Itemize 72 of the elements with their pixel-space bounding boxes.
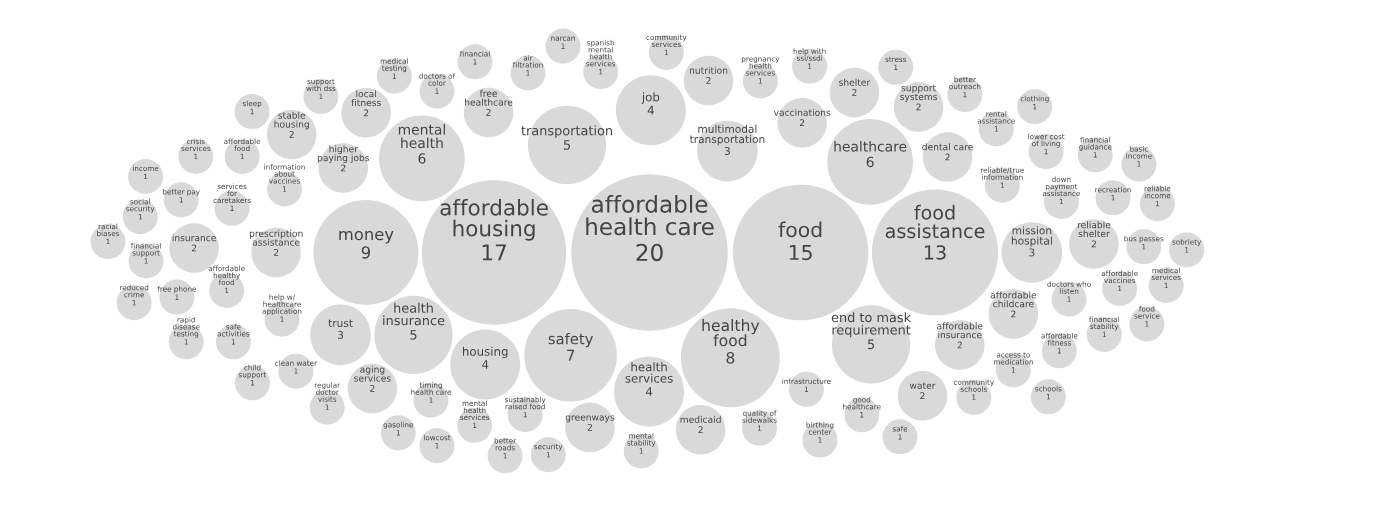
data-label: 2 xyxy=(273,249,279,256)
category-label: transportation xyxy=(521,125,612,138)
category-label: shelter xyxy=(839,78,871,86)
category-label: money xyxy=(339,230,394,244)
data-label: 20 xyxy=(636,243,663,262)
data-label: 9 xyxy=(361,246,370,259)
data-label: 8 xyxy=(726,351,735,364)
category-label: job xyxy=(641,92,660,104)
data-label: 15 xyxy=(789,244,812,261)
data-label: 2 xyxy=(957,341,962,349)
category-label: water xyxy=(909,382,936,389)
category-label: safety xyxy=(548,332,593,348)
data-label: 7 xyxy=(567,349,575,361)
data-label: 4 xyxy=(482,360,489,369)
data-label: 2 xyxy=(920,392,925,399)
data-label: 2 xyxy=(486,108,491,116)
category-label: higher paying jobs xyxy=(317,145,370,164)
data-label: 2 xyxy=(706,77,711,84)
category-label: healthy food xyxy=(702,319,760,347)
data-label: 2 xyxy=(945,153,950,161)
data-label: 2 xyxy=(698,426,703,433)
category-label: greenways xyxy=(565,415,615,423)
category-label: mental health xyxy=(398,124,445,149)
data-label: 5 xyxy=(867,339,875,350)
data-label: 6 xyxy=(866,156,874,168)
data-label: 2 xyxy=(587,423,592,431)
category-label: nutrition xyxy=(689,66,728,74)
data-label: 2 xyxy=(1091,240,1096,248)
category-label: affordable insurance xyxy=(937,322,983,339)
data-label: 3 xyxy=(724,146,730,155)
data-label: 2 xyxy=(916,103,921,111)
category-label: vaccinations xyxy=(773,108,831,116)
data-label: 2 xyxy=(852,89,857,96)
data-label: 2 xyxy=(191,244,197,252)
data-label: 2 xyxy=(799,119,805,127)
category-label: mission hospital xyxy=(1011,226,1052,247)
category-label: prescription assistance xyxy=(249,229,303,246)
data-label: 2 xyxy=(341,164,346,172)
category-label: trust xyxy=(328,319,353,328)
category-label: health insurance xyxy=(383,302,445,326)
category-label: affordable health care xyxy=(586,194,714,236)
category-label: support systems xyxy=(900,84,938,102)
data-label: 3 xyxy=(1029,248,1035,257)
category-label: medicaid xyxy=(680,415,721,423)
data-label: 2 xyxy=(1011,310,1016,318)
category-label: food assistance xyxy=(885,204,985,239)
data-label: 4 xyxy=(645,387,653,396)
category-label: housing xyxy=(462,346,508,359)
category-label: multimodal transportation xyxy=(689,124,765,146)
data-label: 2 xyxy=(289,130,294,138)
category-label: affordable housing xyxy=(440,198,548,241)
category-label: insurance xyxy=(172,234,216,242)
category-label: reliable shelter xyxy=(1077,221,1111,238)
category-label: food xyxy=(778,221,822,238)
data-label: 6 xyxy=(418,153,426,164)
category-label: free healthcare xyxy=(465,89,513,106)
category-label: local fitness xyxy=(351,90,381,107)
category-label: healthcare xyxy=(834,140,907,152)
data-label: 13 xyxy=(924,245,946,260)
category-label: end to mask requirement xyxy=(831,312,912,338)
category-label: dental care xyxy=(922,143,973,151)
category-label: stable housing xyxy=(274,111,309,130)
category-label: affordable childcare xyxy=(990,291,1037,308)
data-label: 5 xyxy=(410,330,417,340)
data-label: 5 xyxy=(563,140,570,150)
data-label: 4 xyxy=(647,105,654,115)
category-label: health services xyxy=(625,362,673,383)
category-label: aging services xyxy=(354,365,391,382)
data-label: 2 xyxy=(363,109,369,117)
data-label: 3 xyxy=(338,330,344,339)
data-label: 17 xyxy=(482,244,506,261)
data-label: 2 xyxy=(370,384,375,392)
